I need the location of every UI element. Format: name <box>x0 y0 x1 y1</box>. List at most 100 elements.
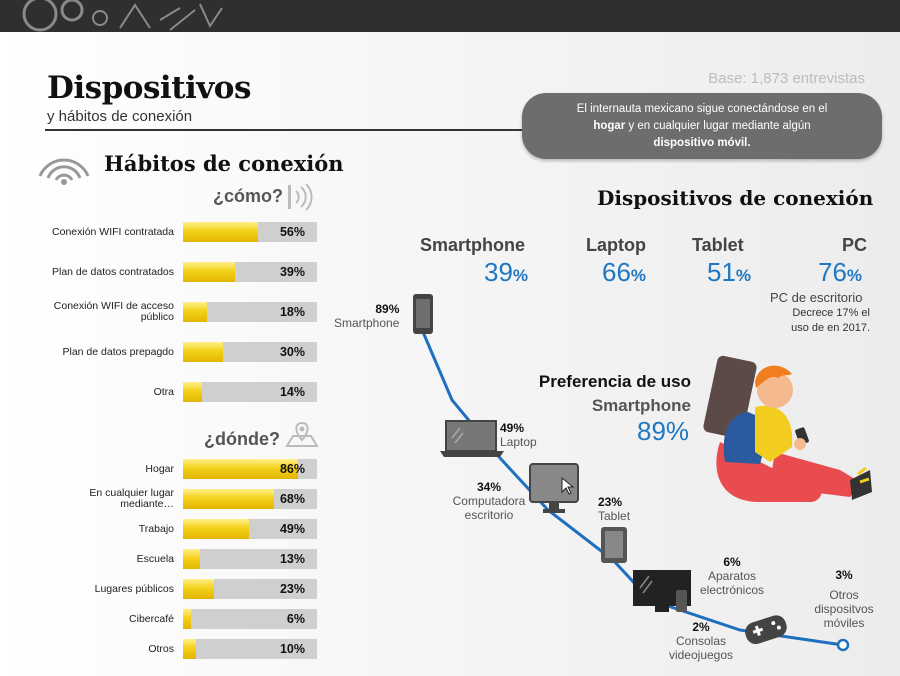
point-label-consoles: 2% Consolas videojuegos <box>662 620 740 662</box>
donde-label: ¿dónde? <box>204 429 280 449</box>
bar-fill <box>183 639 197 659</box>
bar-value: 23% <box>279 582 305 596</box>
device-value-smartphone-number: 39 <box>484 257 513 287</box>
callout-bold1: hogar <box>593 120 626 132</box>
bar-track: 49% <box>183 519 317 539</box>
preference-title: Preferencia de uso <box>538 372 691 391</box>
bar-label: Conexión WIFI de acceso público <box>53 300 174 323</box>
bar-track: 56% <box>183 222 317 242</box>
point-value-smartphone: 89% <box>375 302 400 316</box>
point-value-consoles: 2% <box>692 620 710 634</box>
point-category-electronics: Aparatos electrónicos <box>699 569 765 597</box>
page-title: Dispositivos <box>47 70 251 106</box>
bar-track: 14% <box>183 382 317 402</box>
point-value-electronics: 6% <box>723 555 741 569</box>
bar-fill <box>183 262 236 282</box>
bar-label: Otros <box>148 642 174 655</box>
bar-value: 68% <box>279 492 305 506</box>
title-underline <box>45 129 525 131</box>
bar-fill <box>183 342 224 362</box>
callout-pill: El internauta mexicano sigue conectándos… <box>522 93 882 159</box>
sample-base: Base: 1,873 entrevistas <box>708 70 865 87</box>
preference-device: Smartphone <box>591 396 691 415</box>
bar-track: 10% <box>183 639 317 659</box>
devices-title: Dispositivos de conexión <box>597 186 874 210</box>
pc-note-line2: uso de en 2017. <box>791 322 870 334</box>
desktop-computer-icon <box>529 463 579 513</box>
bar-fill <box>183 382 202 402</box>
wifi-icon <box>38 158 90 185</box>
bar-track: 6% <box>183 609 317 629</box>
device-value-laptop: 66% <box>602 257 646 288</box>
bar-value: 30% <box>279 345 305 359</box>
point-label-electronics: 6% Aparatos electrónicos <box>694 555 770 597</box>
bar-label: Otra <box>153 385 174 398</box>
bar-label: Hogar <box>145 462 174 475</box>
bar-label: Trabajo <box>138 522 174 535</box>
point-value-tablet: 23% <box>598 495 623 509</box>
bar-value: 49% <box>279 522 305 536</box>
point-label-smartphone: 89% Smartphone <box>334 302 399 330</box>
callout-line2: y en cualquier lugar mediante algún <box>628 120 811 132</box>
point-label-desktop: 34% Computadora escritorio <box>446 480 532 522</box>
bar-label: En cualquier lugar mediante… <box>89 487 174 510</box>
bar-fill <box>183 302 208 322</box>
bar-track: 68% <box>183 489 317 509</box>
bar-value: 10% <box>279 642 305 656</box>
point-category-desktop: Computadora escritorio <box>452 494 526 522</box>
callout-line1: El internauta mexicano sigue conectándos… <box>576 103 828 115</box>
point-category-consoles: Consolas videojuegos <box>668 634 734 662</box>
laptop-icon <box>440 420 504 457</box>
device-value-tablet: 51% <box>707 257 751 288</box>
device-value-smartphone: 39% <box>484 257 528 288</box>
device-value-laptop-number: 66 <box>602 257 631 287</box>
point-label-others: 3% Otros dispositvos móviles <box>806 568 882 630</box>
page-subtitle: y hábitos de conexión <box>47 108 193 125</box>
point-category-others: Otros dispositvos móviles <box>814 588 874 630</box>
bar-label: Plan de datos prepagdo <box>62 345 174 358</box>
point-category-laptop: Laptop <box>500 435 537 449</box>
bar-value: 6% <box>286 612 305 626</box>
device-name-laptop: Laptop <box>586 235 646 255</box>
bar-value: 39% <box>279 265 305 279</box>
bar-track: 39% <box>183 262 317 282</box>
pc-subtitle: PC de escritorio <box>770 290 863 305</box>
smartphone-icon <box>413 294 433 334</box>
bar-value: 18% <box>279 305 305 319</box>
bar-track: 23% <box>183 579 317 599</box>
bar-fill <box>183 609 192 629</box>
bar-value: 13% <box>279 552 305 566</box>
bar-fill <box>183 489 275 509</box>
tablet-icon <box>601 527 627 563</box>
bar-label: Plan de datos contratados <box>52 265 175 278</box>
bar-track: 18% <box>183 302 317 322</box>
bar-track: 30% <box>183 342 317 362</box>
bar-fill <box>183 222 259 242</box>
bar-fill <box>183 549 201 569</box>
device-value-smartphone-unit: % <box>512 266 529 285</box>
bar-fill <box>183 519 249 539</box>
point-category-tablet: Tablet <box>598 509 631 523</box>
device-value-pc-unit: % <box>846 266 863 285</box>
signal-icon <box>288 183 313 211</box>
pc-note-line1: Decrece 17% el <box>792 307 870 319</box>
point-label-tablet: 23% Tablet <box>598 495 630 523</box>
device-name-tablet: Tablet <box>692 235 744 255</box>
habits-title: Hábitos de conexión <box>104 151 344 176</box>
device-value-tablet-unit: % <box>735 266 752 285</box>
location-pin-icon <box>285 421 319 447</box>
como-label: ¿cómo? <box>213 186 283 206</box>
bar-fill <box>183 459 299 479</box>
device-name-smartphone: Smartphone <box>420 235 526 255</box>
device-value-laptop-unit: % <box>630 266 647 285</box>
preference-line-endpoint <box>836 638 850 652</box>
doodle-icons <box>22 0 223 32</box>
bar-label: Cibercafé <box>129 612 174 625</box>
person-illustration <box>703 355 872 502</box>
bar-value: 14% <box>279 385 305 399</box>
callout-bold2: dispositivo móvil. <box>653 137 751 149</box>
bar-label: Escuela <box>136 552 174 565</box>
top-banner <box>0 0 900 32</box>
device-value-tablet-number: 51 <box>707 257 736 287</box>
